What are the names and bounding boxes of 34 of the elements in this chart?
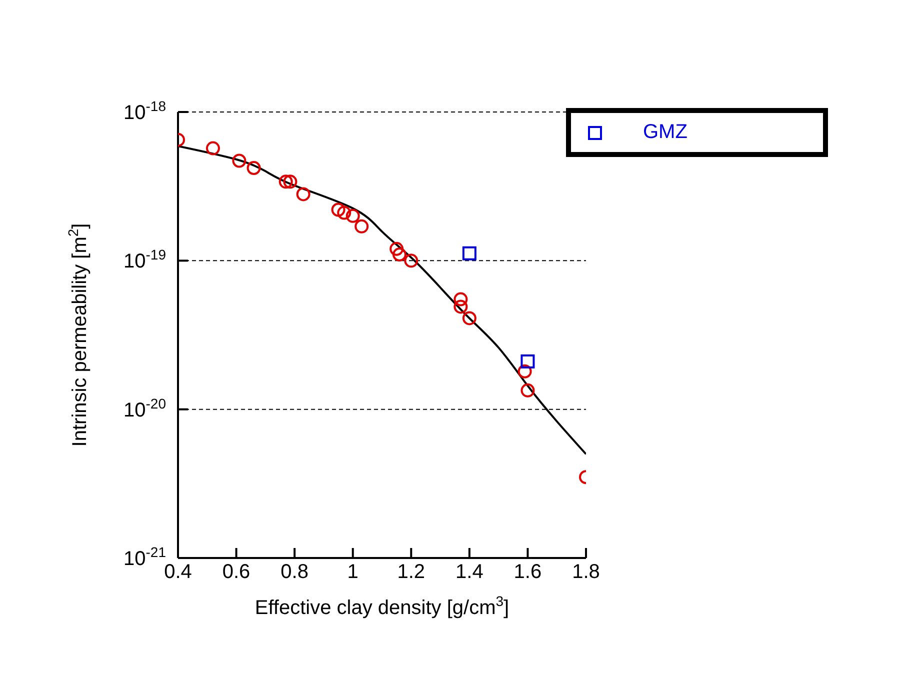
point <box>404 254 418 268</box>
point <box>354 219 369 234</box>
point <box>462 311 476 326</box>
point <box>518 364 532 378</box>
point <box>392 248 406 262</box>
x-tick-label: 1.8 <box>572 561 600 584</box>
y-tick-label: 10$^{-20}$ <box>124 395 166 422</box>
point <box>296 187 310 202</box>
x-tick-label: 1 <box>347 561 358 584</box>
point <box>232 154 246 168</box>
point <box>454 300 468 314</box>
x-tick-label: 0.8 <box>280 561 308 584</box>
point <box>331 202 346 217</box>
x-tick-label: 1.6 <box>514 561 542 584</box>
point <box>390 242 404 256</box>
point <box>283 174 298 189</box>
point <box>520 383 535 398</box>
point <box>346 208 360 223</box>
x-tick-label: 0.4 <box>164 561 192 584</box>
point <box>206 141 220 156</box>
x-tick-label: 1.4 <box>456 561 484 584</box>
x-tick-label: 1.2 <box>397 561 426 584</box>
point <box>462 246 476 260</box>
legend-label: GMZ <box>643 121 688 144</box>
y-tick-label: 10$^{-18}$ <box>124 98 166 124</box>
point <box>246 161 261 176</box>
x-axis-title: Effective clay density [g/cm$^{3}$] <box>254 593 510 619</box>
y-tick-label: 10$^{-21}$ <box>124 544 166 570</box>
point <box>278 174 293 189</box>
y-tick-label: 10$^{-19}$ <box>124 246 166 273</box>
x-tick-label: 0.6 <box>222 561 250 584</box>
point <box>454 292 468 306</box>
point <box>520 354 535 368</box>
point <box>337 206 352 220</box>
